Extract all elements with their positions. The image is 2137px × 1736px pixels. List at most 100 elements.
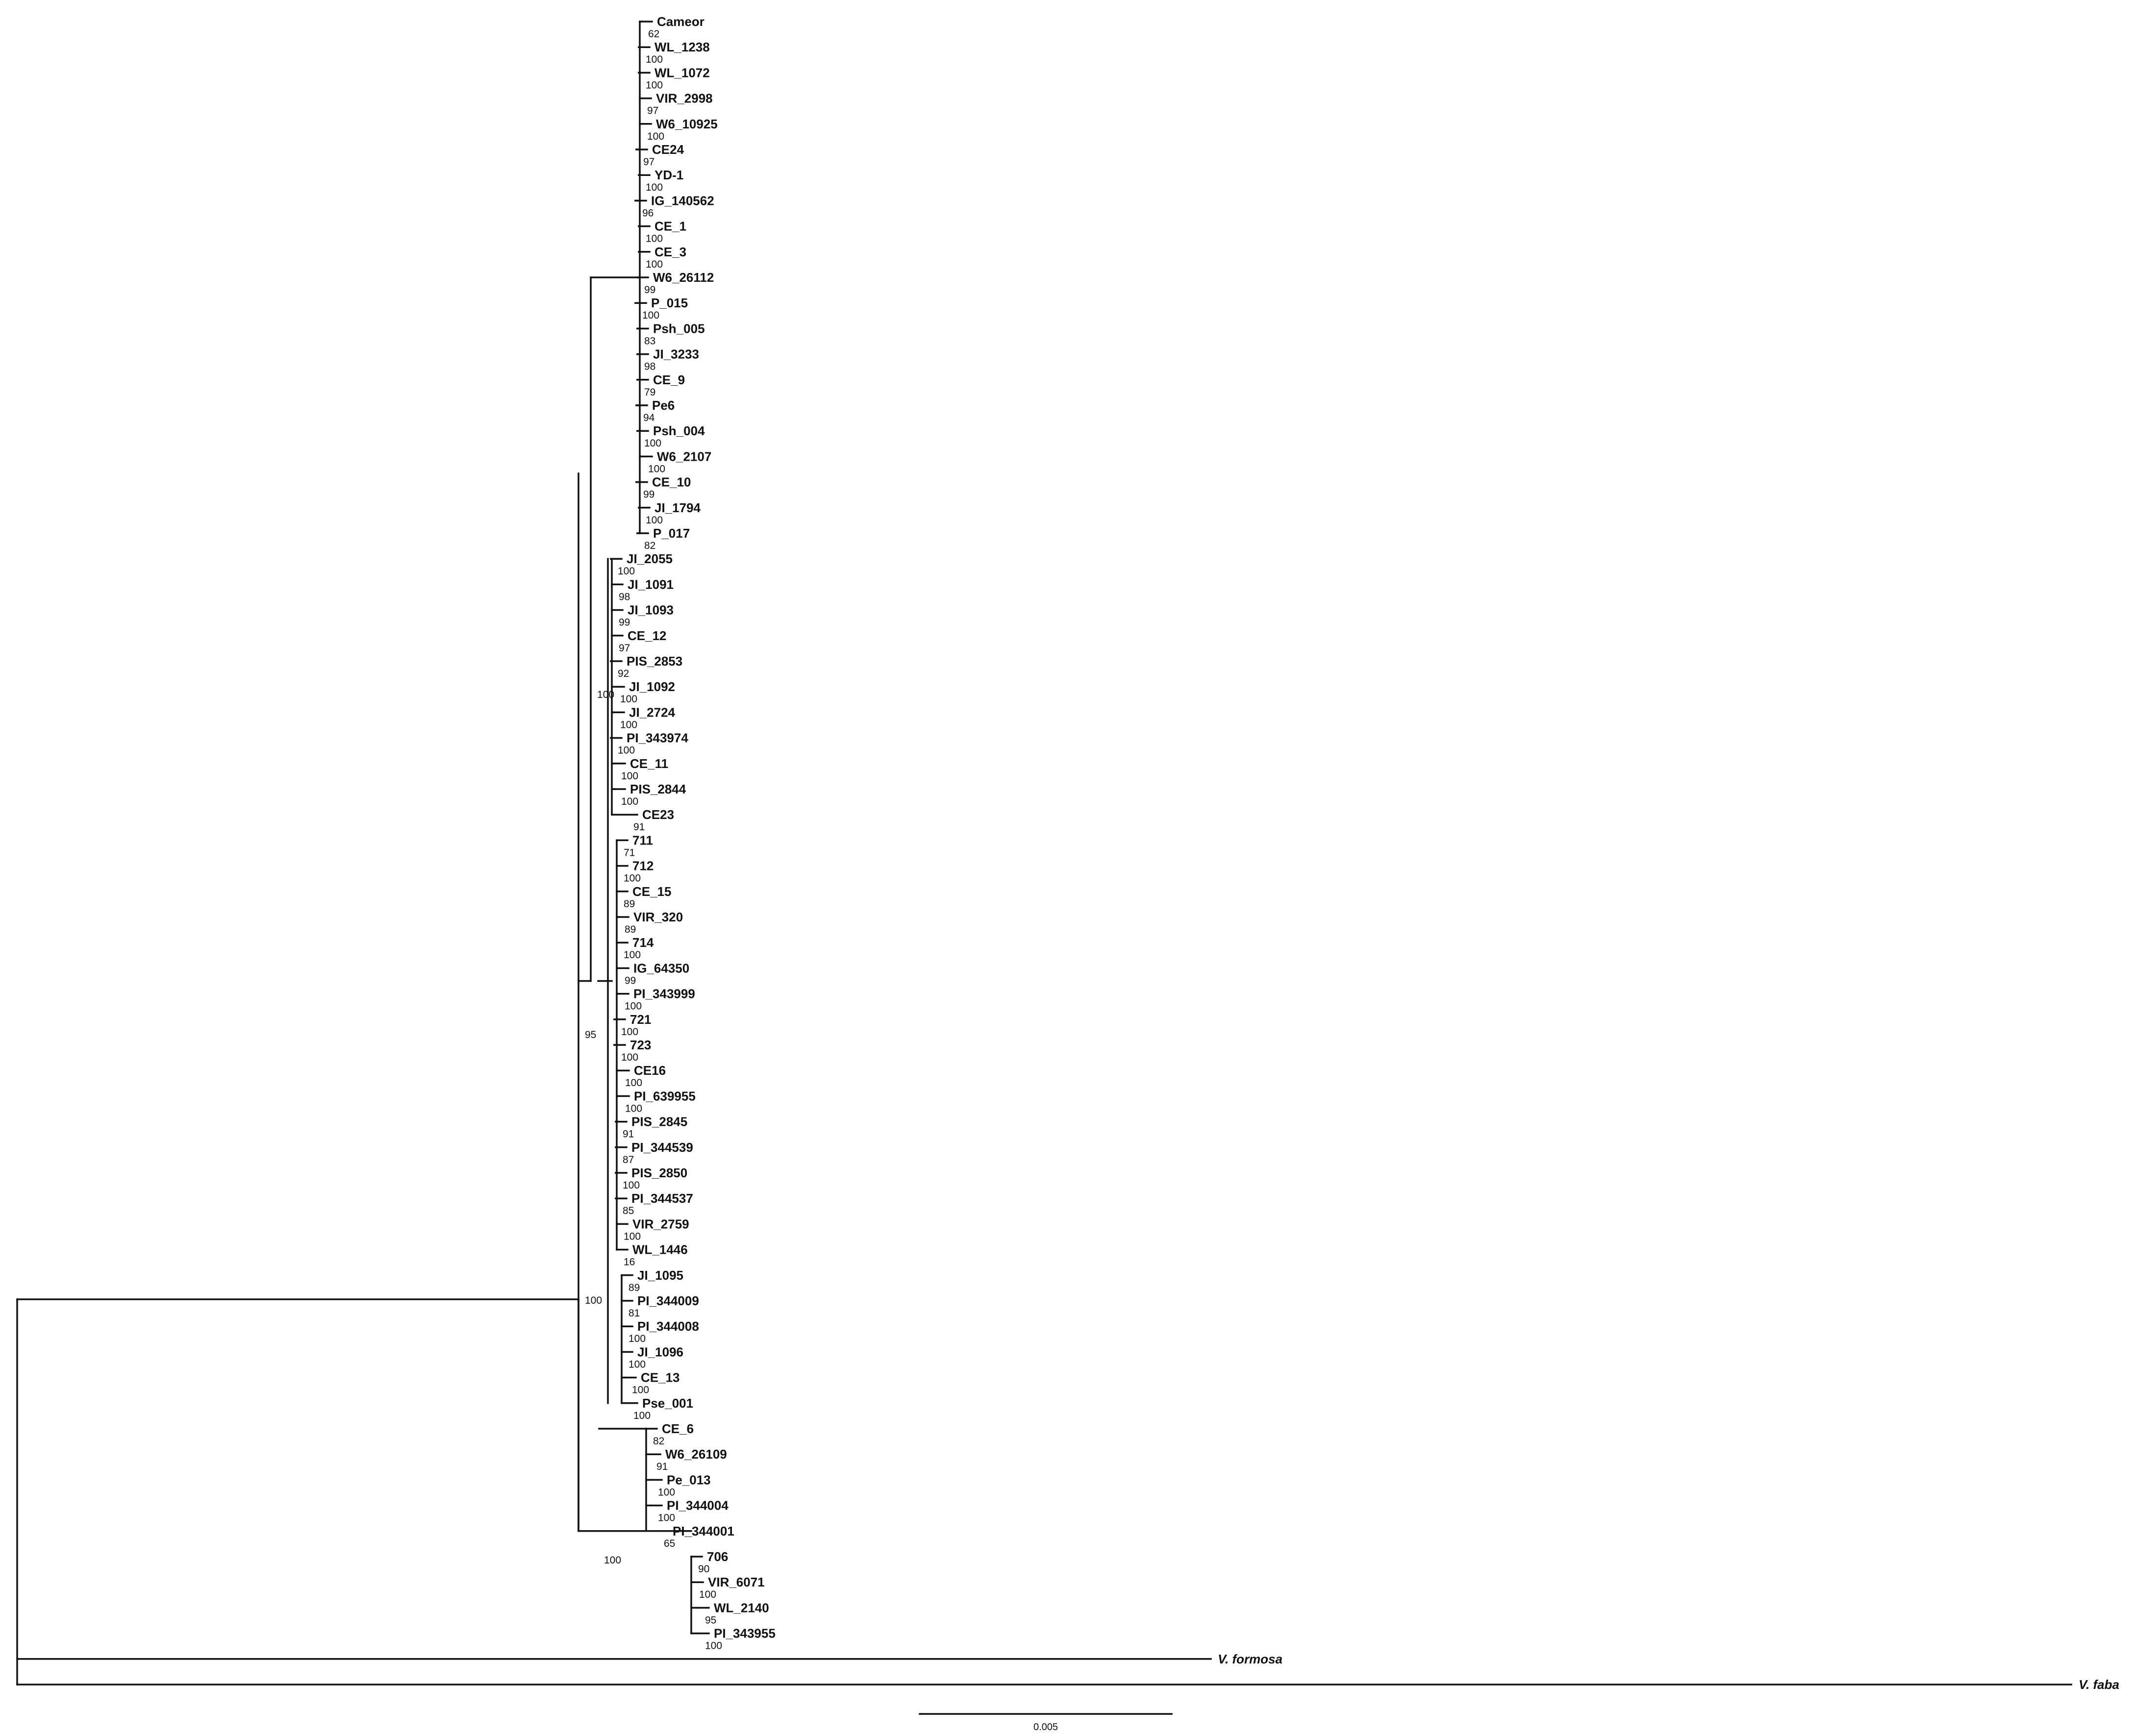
bootstrap-label: 71 — [624, 847, 635, 858]
bootstrap-label: 85 — [623, 1205, 634, 1216]
tip-labels: Cameor WL_1238 WL_1072 VIR_2998 W6_10925 CE24… — [627, 14, 2119, 1692]
tip-label: PIS_2845 — [631, 1115, 687, 1129]
bootstrap-label: 100 — [658, 1513, 675, 1524]
tip-label: P_017 — [653, 526, 690, 541]
tip-label: VIR_320 — [633, 910, 683, 924]
bootstrap-label: 99 — [625, 975, 636, 986]
tip-label: W6_26112 — [653, 270, 714, 285]
bootstrap-label: 97 — [647, 105, 658, 117]
tip-label: Psh_004 — [653, 423, 705, 438]
tip-label: JI_1794 — [654, 500, 701, 515]
tip-label: CE23 — [642, 807, 674, 822]
tip-label: W6_26109 — [665, 1447, 727, 1462]
bootstrap-label: 100 — [646, 54, 663, 65]
bootstrap-label: 91 — [633, 821, 645, 833]
tree-branches — [16, 21, 2072, 1686]
tip-label: PI_343955 — [714, 1626, 776, 1641]
tip-label: PI_344008 — [637, 1319, 699, 1334]
bootstrap-label: 100 — [648, 463, 665, 474]
tip-label: CE_15 — [632, 884, 672, 899]
bootstrap-label: 100 — [621, 1052, 638, 1063]
bootstrap-label: 100 — [621, 770, 638, 782]
bootstrap-label: 100 — [633, 1410, 651, 1421]
tip-label: 723 — [630, 1038, 651, 1052]
bootstrap-label: 99 — [619, 617, 630, 628]
tip-label: 721 — [630, 1012, 651, 1027]
tip-label: PI_344001 — [673, 1524, 734, 1538]
clade-bootstrap-label: 100 — [604, 1555, 621, 1566]
tip-label: PI_343974 — [627, 731, 688, 745]
tip-label: CE_10 — [652, 475, 691, 490]
tip-label: PI_343999 — [633, 987, 695, 1001]
bootstrap-label: 92 — [618, 668, 629, 679]
tip-label: 706 — [707, 1549, 728, 1564]
bootstrap-label: 100 — [644, 438, 661, 449]
tip-label: PIS_2844 — [630, 782, 686, 796]
tip-label: CE_3 — [654, 245, 686, 259]
tip-label: WL_1238 — [654, 40, 710, 54]
bootstrap-label: 89 — [629, 1282, 640, 1293]
tip-label: CE16 — [634, 1063, 666, 1078]
bootstrap-label: 100 — [623, 1180, 640, 1191]
bootstrap-label: 99 — [643, 489, 654, 500]
scale-bar-label: 0.005 — [1033, 1722, 1058, 1733]
tip-label: Cameor — [657, 14, 704, 29]
bootstrap-label: 100 — [646, 515, 663, 526]
tip-label: JI_2724 — [629, 705, 676, 719]
tip-label: CE_1 — [654, 219, 686, 234]
tip-label: Pe6 — [652, 398, 675, 413]
bootstrap-labels: 62 100 100 97 100 97 100 96 100 100 99 100 83 98 79 94 1… — [618, 28, 722, 1652]
bootstrap-label: 100 — [624, 1231, 641, 1242]
bootstrap-label: 100 — [620, 694, 637, 705]
bootstrap-label: 97 — [643, 156, 654, 168]
bootstrap-label: 83 — [644, 335, 655, 347]
bootstrap-label: 100 — [646, 233, 663, 245]
tip-label: JI_1092 — [629, 679, 675, 694]
tip-label: Pe_013 — [667, 1472, 711, 1487]
outgroup-label: V. formosa — [1218, 1652, 1282, 1666]
bootstrap-label: 100 — [621, 1026, 638, 1038]
bootstrap-label: 100 — [618, 745, 635, 756]
bootstrap-label: 87 — [623, 1154, 634, 1166]
tip-label: Psh_005 — [653, 321, 705, 336]
tip-label: VIR_2998 — [656, 91, 713, 106]
tip-label: P_015 — [651, 296, 688, 310]
tip-label: CE_13 — [641, 1370, 680, 1385]
tip-label: VIR_2759 — [632, 1216, 689, 1231]
bootstrap-label: 82 — [653, 1436, 664, 1447]
bootstrap-label: 79 — [644, 387, 655, 398]
tip-label: JI_1096 — [637, 1344, 683, 1359]
bootstrap-label: 65 — [664, 1538, 675, 1549]
tip-label: PIS_2850 — [631, 1166, 687, 1180]
bootstrap-label: 100 — [699, 1589, 716, 1600]
tip-label: PI_344539 — [631, 1140, 693, 1155]
tip-label: YD-1 — [654, 168, 683, 182]
tip-label: IG_64350 — [633, 961, 689, 975]
tip-label: VIR_6071 — [708, 1575, 765, 1589]
tip-label: 711 — [632, 833, 653, 847]
bootstrap-label: 98 — [644, 361, 655, 372]
bootstrap-label: 100 — [646, 79, 663, 91]
bootstrap-label: 100 — [624, 873, 641, 884]
bootstrap-label: 100 — [618, 566, 635, 577]
bootstrap-label: 100 — [658, 1487, 675, 1498]
bootstrap-label: 91 — [623, 1129, 634, 1140]
tip-label: CE_9 — [653, 372, 685, 387]
bootstrap-label: 100 — [625, 1103, 642, 1114]
bootstrap-label: 100 — [629, 1333, 646, 1344]
tip-label: PI_344009 — [637, 1293, 699, 1308]
bootstrap-label: 100 — [646, 259, 663, 270]
bootstrap-label: 98 — [619, 591, 630, 602]
bootstrap-label: 100 — [647, 131, 664, 142]
tip-label: JI_3233 — [653, 347, 699, 362]
tip-label: 712 — [632, 859, 654, 873]
bootstrap-label: 100 — [625, 1001, 642, 1012]
tip-label: PI_344004 — [667, 1498, 729, 1513]
tip-label: JI_1095 — [637, 1268, 683, 1283]
bootstrap-label: 100 — [621, 796, 638, 807]
root-bootstrap-label: 100 — [585, 1295, 602, 1306]
bootstrap-label: 100 — [629, 1359, 646, 1370]
bootstrap-label: 91 — [656, 1461, 668, 1472]
bootstrap-label: 16 — [624, 1257, 635, 1268]
bootstrap-label: 100 — [642, 310, 659, 321]
